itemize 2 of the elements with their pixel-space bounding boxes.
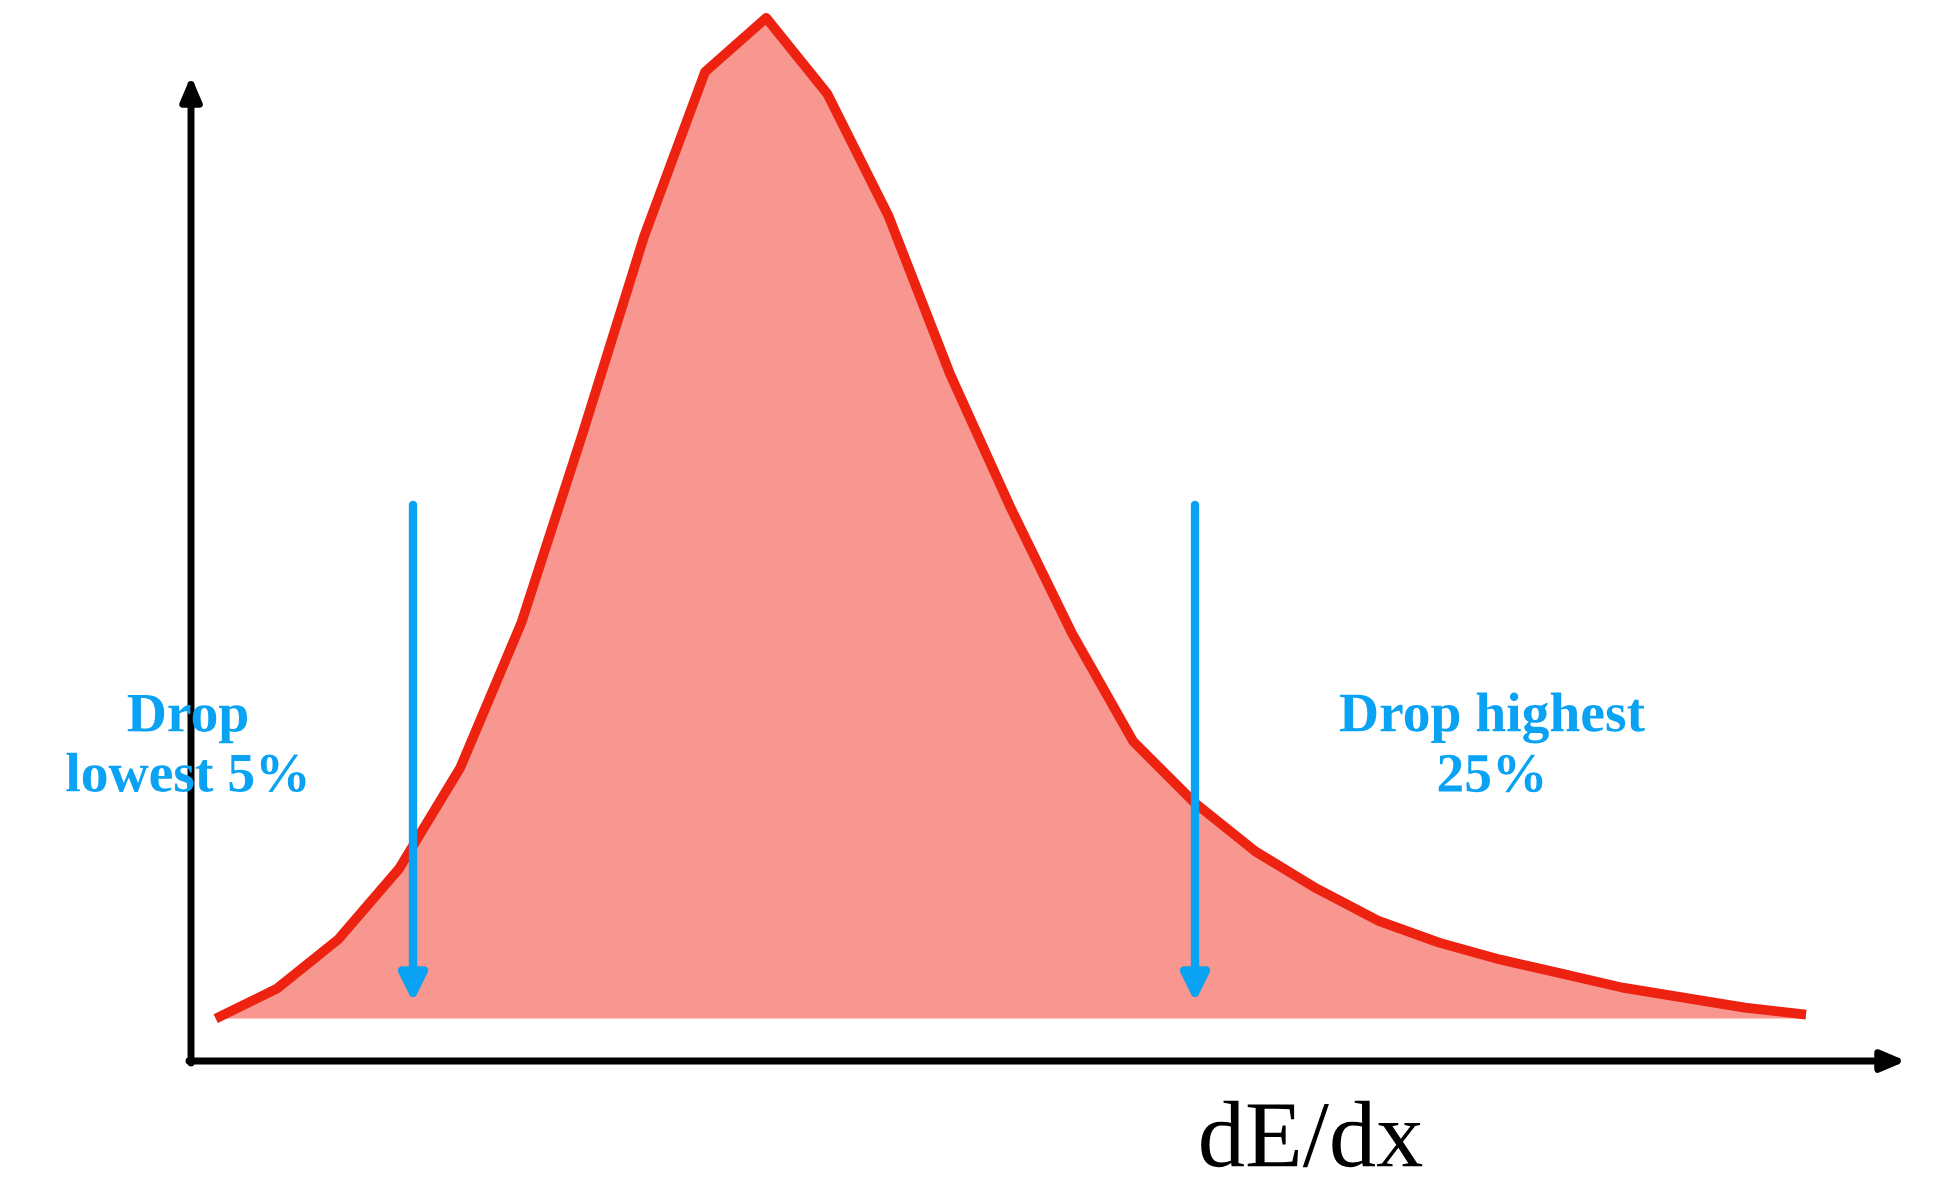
x-axis-title: dE/dx — [1201, 1100, 1423, 1168]
annotation: Drop highest 25% — [1339, 692, 1645, 793]
